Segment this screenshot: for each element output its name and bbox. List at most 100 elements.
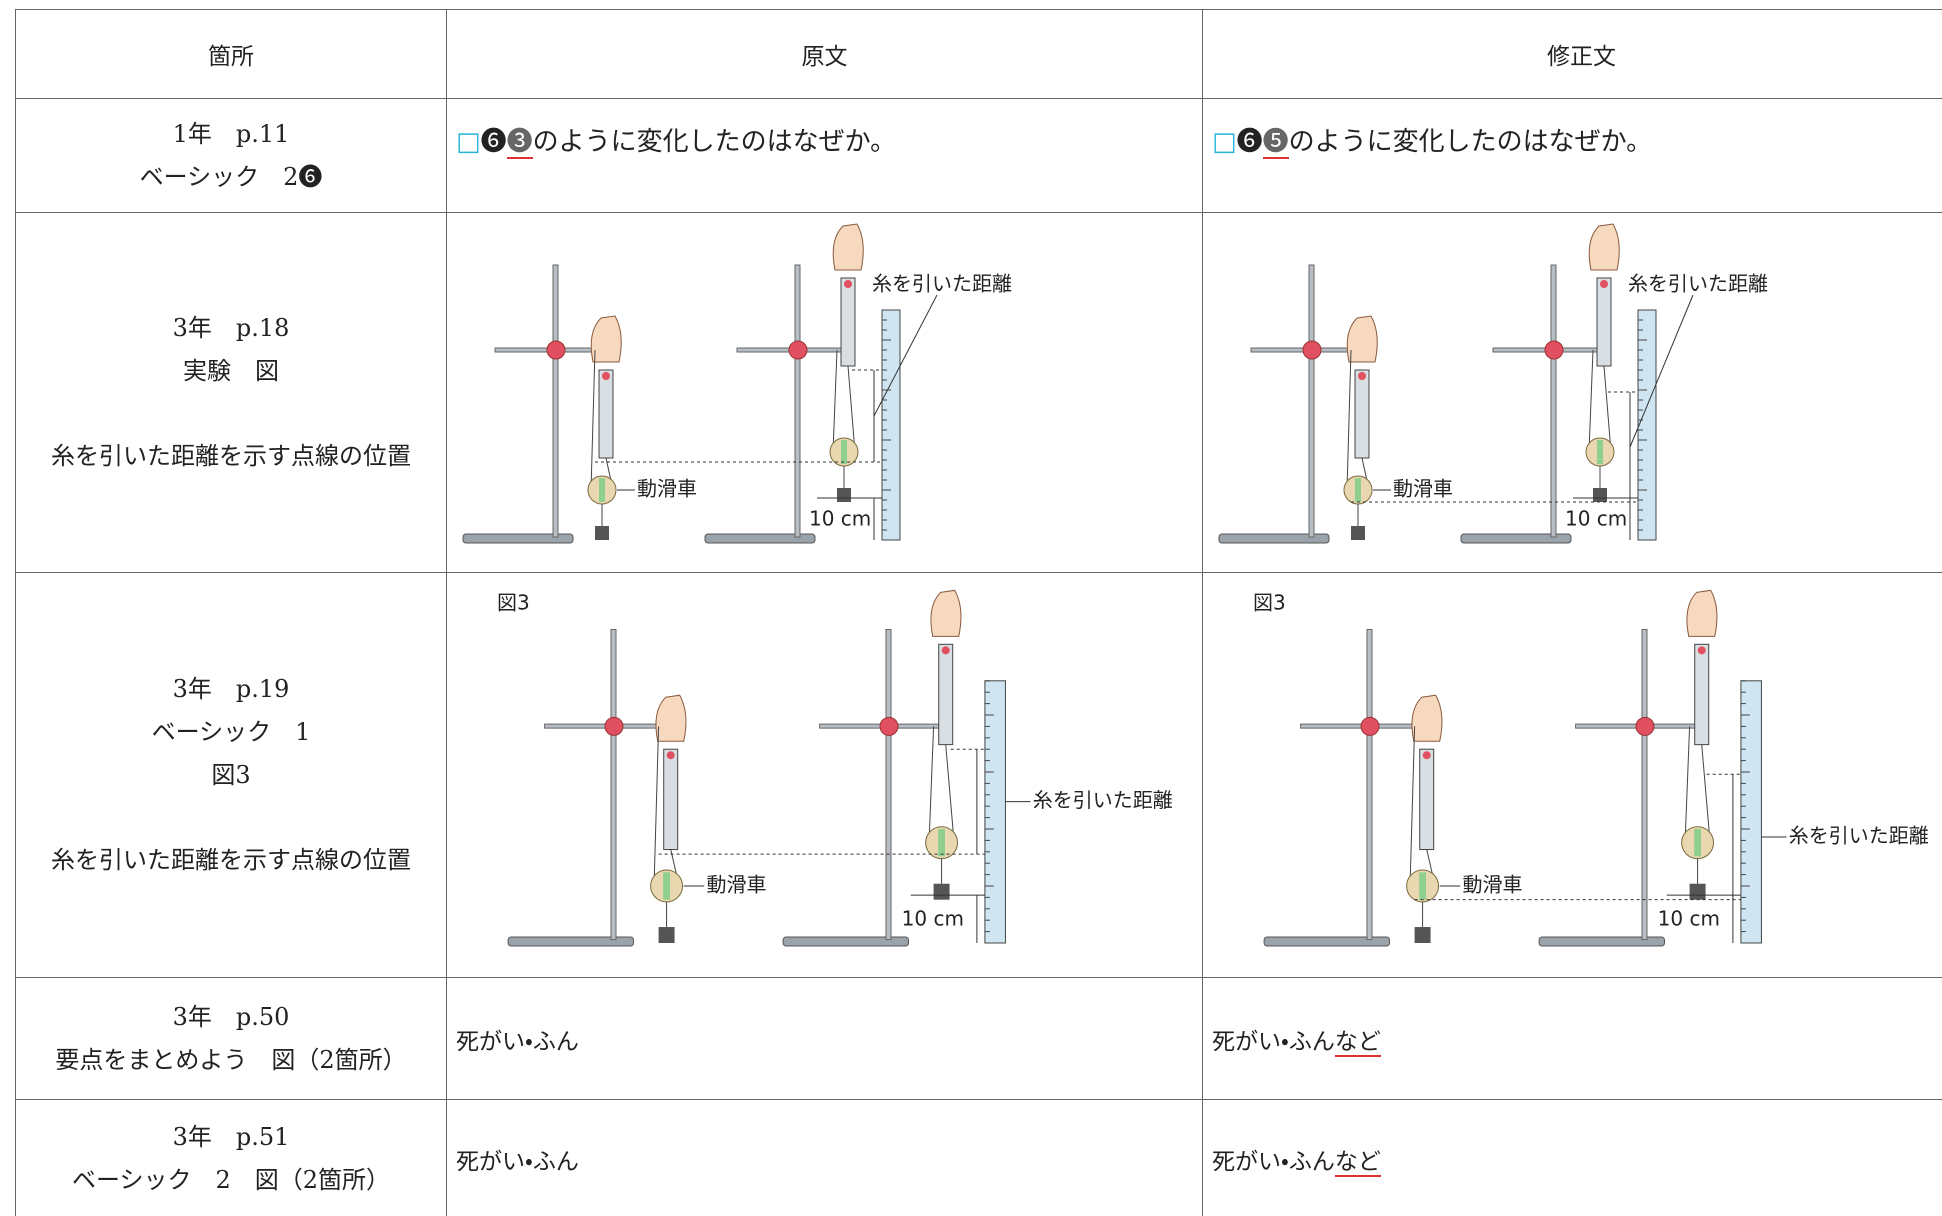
- stand-pole: [1641, 628, 1648, 940]
- scale-tip: [1358, 371, 1366, 380]
- location-line: 図3: [211, 761, 251, 789]
- string: [928, 725, 935, 843]
- location-cell: 3年 p.51 ベーシック 2 図（2箇所）: [15, 1099, 447, 1216]
- checkbox: □: [1212, 127, 1237, 157]
- pulley-axle: [599, 477, 605, 502]
- added-text: など: [1334, 1148, 1381, 1177]
- scale-tip: [1697, 645, 1706, 654]
- location-line: 3年 p.18: [172, 314, 290, 342]
- figure-cell: 10 cm 動滑車 糸を引いた距離: [446, 212, 1203, 573]
- string: [847, 365, 856, 452]
- apparatus-figure: 10 cm 動滑車 糸を引いた距離: [1218, 222, 1768, 543]
- hand: [590, 314, 622, 362]
- scale-tip: [1422, 750, 1431, 759]
- table-row: 3年 p.18 実験 図糸を引いた距離を示す点線の位置 10 cm 動滑車 糸を引いた距…: [15, 212, 1942, 573]
- hand: [655, 694, 687, 742]
- stand-base: [1263, 936, 1391, 946]
- clamp: [1635, 716, 1655, 736]
- ref-number: ❻: [1236, 127, 1263, 157]
- location-line: 3年 p.51: [172, 1122, 290, 1151]
- stand-pole: [1366, 628, 1373, 940]
- cell-text: 死がい・ふん: [1212, 1028, 1335, 1055]
- spring-scale: [1354, 369, 1370, 458]
- weight: [1593, 487, 1607, 502]
- changed-number: ❺: [1262, 127, 1289, 159]
- stand-arm: [819, 723, 940, 729]
- ruler: [881, 309, 901, 540]
- stand-base: [1538, 936, 1666, 946]
- string: [1588, 349, 1594, 452]
- ruler: [1740, 679, 1762, 944]
- weight: [1414, 926, 1431, 943]
- spring-scale: [938, 643, 954, 745]
- pulley-label: 動滑車: [637, 476, 697, 500]
- hand: [1686, 589, 1718, 637]
- apparatus-figure: 10 cm 動滑車 糸を引いた距離: [462, 222, 1012, 543]
- header-cell: 原文: [446, 9, 1203, 99]
- string: [653, 725, 660, 886]
- sentence: のように変化したのはなぜか。: [1288, 127, 1653, 157]
- spring-scale: [1596, 277, 1612, 366]
- clamp: [1302, 340, 1322, 359]
- table-row: 1年 p.11 ベーシック 2❻ □❻❸のように変化したのはなぜか。 □❻❺のように変…: [15, 98, 1942, 213]
- scale-tip: [1600, 279, 1608, 288]
- hand: [1411, 694, 1443, 742]
- figure-cell: 図3 10 cm 動滑車 糸を引いた距離: [1202, 572, 1942, 978]
- errata-table: 箇所 原文 修正文 1年 p.11 ベーシック 2❻ □❻❸のように変化したのはなぜか。 □…: [15, 9, 1942, 1216]
- figure-label: 図3: [497, 590, 530, 614]
- stand-base: [782, 936, 910, 946]
- clamp: [546, 340, 566, 359]
- stand-base: [1218, 533, 1330, 543]
- weight: [658, 926, 675, 943]
- weight: [595, 525, 609, 540]
- string: [1701, 744, 1711, 843]
- spring-scale: [598, 369, 614, 458]
- stand-pole: [794, 264, 801, 537]
- string: [1603, 365, 1612, 452]
- pulley-label: 動滑車: [1462, 872, 1522, 896]
- location-cell: 3年 p.18 実験 図糸を引いた距離を示す点線の位置: [15, 212, 447, 573]
- stand-base: [704, 533, 816, 543]
- location-line: 3年 p.50: [172, 1002, 290, 1031]
- location-cell: 3年 p.19 ベーシック 1 図3 糸を引いた距離を示す点線の位置: [15, 572, 447, 978]
- distance-label: 糸を引いた距離: [1789, 823, 1929, 847]
- stand-arm: [1575, 723, 1696, 729]
- stand-pole: [1550, 264, 1557, 537]
- text-cell: 死がい・ふんなど: [1202, 1099, 1942, 1216]
- stand-pole: [885, 628, 892, 940]
- location-cell: 1年 p.11 ベーシック 2❻: [15, 98, 447, 213]
- spring-scale: [1694, 643, 1710, 745]
- pulley-axle: [1355, 477, 1361, 502]
- figure-label: 図3: [1253, 590, 1286, 614]
- text-cell: 死がい・ふん: [446, 977, 1203, 1100]
- location-line: 要点をまとめよう 図（2箇所）: [55, 1045, 407, 1074]
- pulley-axle: [841, 439, 847, 464]
- stand-base: [1460, 533, 1572, 543]
- location-line: ベーシック 1: [151, 718, 311, 746]
- changed-number: ❸: [506, 127, 533, 159]
- clamp: [604, 716, 624, 736]
- location-note: 糸を引いた距離を示す点線の位置: [51, 846, 411, 874]
- pulley-axle: [1694, 828, 1701, 856]
- figure-cell: 図3 10 cm 動滑車 糸を引いた距離: [446, 572, 1203, 978]
- hand: [930, 589, 962, 637]
- leader: [1629, 294, 1694, 447]
- scale-tip: [941, 645, 950, 654]
- length-label: 10 cm: [809, 506, 871, 530]
- location-note: 糸を引いた距離を示す点線の位置: [51, 442, 411, 470]
- scale-tip: [844, 279, 852, 288]
- weight: [933, 883, 950, 900]
- distance-label: 糸を引いた距離: [872, 271, 1012, 295]
- clamp: [1360, 716, 1380, 736]
- spring-scale: [1419, 748, 1435, 850]
- ruler: [1637, 309, 1657, 540]
- distance-label: 糸を引いた距離: [1628, 271, 1768, 295]
- stand-pole: [552, 264, 559, 537]
- weight: [1689, 883, 1706, 900]
- stand-arm: [544, 723, 665, 729]
- weight: [837, 487, 851, 502]
- scale-tip: [666, 750, 675, 759]
- length-label: 10 cm: [1658, 906, 1720, 930]
- spring-scale: [663, 748, 679, 850]
